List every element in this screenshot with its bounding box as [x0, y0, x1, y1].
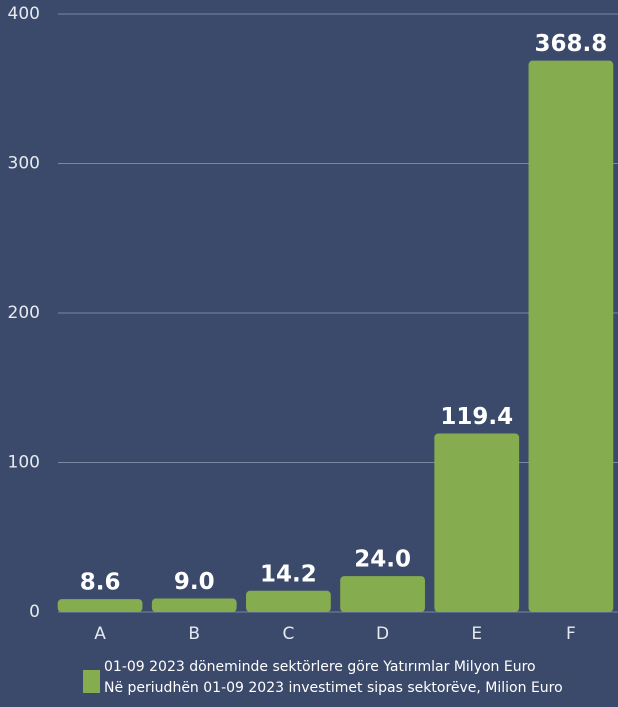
- value-label: 368.8: [535, 31, 608, 57]
- x-tick-label: D: [376, 624, 389, 644]
- bar: [57, 599, 143, 612]
- bar: [151, 598, 237, 612]
- bar: [246, 590, 331, 612]
- value-label: 8.6: [80, 570, 121, 596]
- x-tick-label: A: [94, 624, 106, 644]
- y-tick-label: 0: [29, 602, 40, 622]
- y-tick-label: 200: [8, 303, 40, 323]
- value-label: 24.0: [354, 547, 411, 573]
- y-tick-label: 300: [8, 154, 40, 174]
- value-label: 14.2: [260, 561, 317, 587]
- y-tick-label: 400: [8, 4, 40, 24]
- bar: [528, 60, 614, 613]
- value-label: 119.4: [440, 404, 513, 430]
- legend-label: Në periudhën 01-09 2023 investimet sipas…: [104, 680, 563, 696]
- bar: [434, 433, 520, 612]
- x-tick-label: B: [188, 624, 200, 644]
- x-tick-label: F: [566, 624, 576, 644]
- x-tick-label: E: [471, 624, 482, 644]
- x-tick-label: C: [282, 624, 294, 644]
- legend-swatch: [83, 670, 100, 693]
- bar: [340, 576, 425, 612]
- value-label: 9.0: [174, 569, 215, 595]
- y-tick-label: 100: [8, 453, 40, 473]
- legend-label: 01-09 2023 döneminde sektörlere göre Yat…: [104, 659, 536, 675]
